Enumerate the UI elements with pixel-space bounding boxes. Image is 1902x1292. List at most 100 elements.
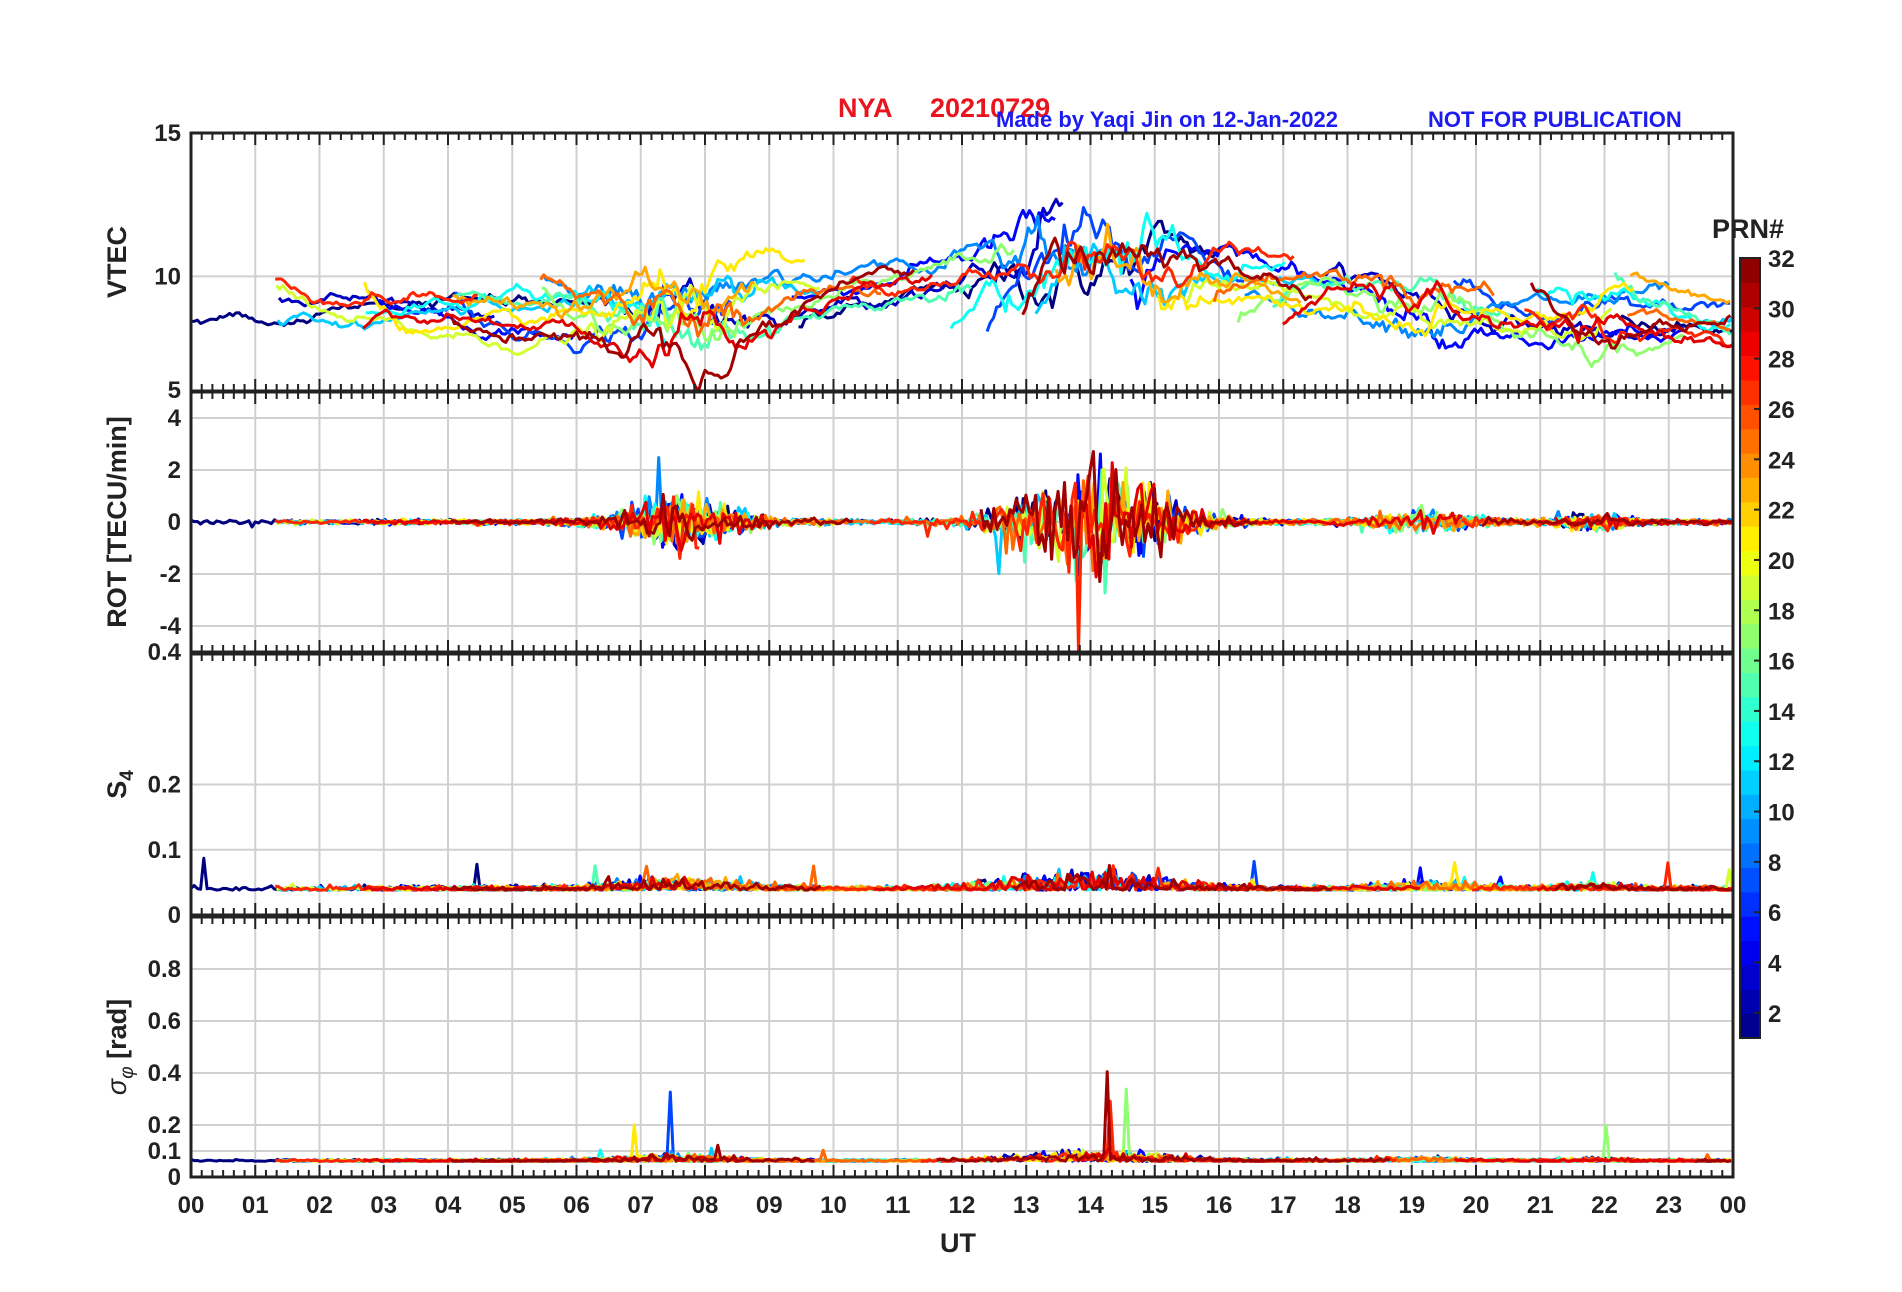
panel-rot: -4 -2 0 2 45 ROT [TECU/min] bbox=[102, 377, 1735, 654]
colorbar-swatch bbox=[1740, 428, 1760, 454]
series-line-prn-27 bbox=[274, 495, 700, 560]
series-line-prn-31 bbox=[1554, 882, 1732, 892]
series-line-prn-23 bbox=[1629, 271, 1731, 305]
series-line-prn-27 bbox=[275, 277, 478, 308]
series-line-prn-17 bbox=[541, 242, 1016, 342]
x-axis-label: UT bbox=[940, 1228, 976, 1258]
series-line-prn-31 bbox=[979, 450, 1258, 583]
colorbar-swatch bbox=[1740, 648, 1760, 673]
y-tick-label: 0.6 bbox=[148, 1008, 181, 1035]
series-line-prn-31 bbox=[1481, 512, 1733, 528]
colorbar-tick-label: 14 bbox=[1768, 699, 1795, 726]
colorbar-swatch bbox=[1740, 574, 1760, 600]
y-tick-label: 4 bbox=[168, 405, 182, 432]
colorbar-swatch bbox=[1740, 258, 1760, 283]
series-line-prn-29 bbox=[1453, 1156, 1732, 1163]
series-line-prn-31 bbox=[1529, 282, 1732, 350]
x-tick-label: 07 bbox=[627, 1192, 654, 1219]
series-line-prn-19 bbox=[1185, 278, 1613, 342]
y-axis-label: ROT [TECU/min] bbox=[102, 416, 132, 627]
colorbar-tick-label: 4 bbox=[1768, 951, 1782, 978]
colorbar-swatch bbox=[1740, 745, 1760, 771]
y-tick-label: 0.1 bbox=[148, 1138, 181, 1165]
colorbar-swatch bbox=[1740, 843, 1760, 868]
colorbar-tick-label: 12 bbox=[1768, 749, 1795, 776]
colorbar-swatch bbox=[1740, 331, 1760, 357]
series-line-prn-31 bbox=[450, 875, 822, 892]
x-tick-label: 22 bbox=[1591, 1192, 1618, 1219]
x-tick-label: 16 bbox=[1206, 1192, 1233, 1219]
colorbar-swatch bbox=[1740, 306, 1760, 332]
x-tick-label: 06 bbox=[563, 1192, 590, 1219]
colorbar-swatch bbox=[1740, 1013, 1760, 1039]
series-line-prn-31 bbox=[1695, 1158, 1732, 1163]
series-line-prn-31 bbox=[1021, 236, 1313, 316]
panel-vtec: 10 15 VTEC bbox=[102, 120, 1735, 393]
colorbar-swatch bbox=[1740, 916, 1760, 942]
credit-text: Made by Yaqi Jin on 12-Jan-2022 bbox=[996, 107, 1338, 132]
x-tick-label: 09 bbox=[756, 1192, 783, 1219]
colorbar-swatch bbox=[1740, 379, 1760, 405]
x-tick-label: 01 bbox=[242, 1192, 269, 1219]
y-tick-label: -2 bbox=[160, 561, 181, 588]
x-tick-label: 04 bbox=[435, 1192, 462, 1219]
series-group bbox=[191, 450, 1733, 652]
colorbar-swatch bbox=[1740, 550, 1760, 576]
series-line-prn-29 bbox=[362, 273, 933, 369]
series-line-prn-11 bbox=[276, 274, 819, 331]
colorbar-tick-label: 28 bbox=[1768, 347, 1795, 374]
station-title: NYA bbox=[838, 93, 893, 123]
colorbar-tick-label: 10 bbox=[1768, 800, 1795, 827]
x-tick-label: 21 bbox=[1527, 1192, 1554, 1219]
colorbar-tick-label: 2 bbox=[1768, 1001, 1781, 1028]
colorbar-swatch bbox=[1740, 818, 1760, 844]
series-line-prn-15 bbox=[1272, 274, 1511, 317]
colorbar-tick-label: 16 bbox=[1768, 649, 1795, 676]
series-line-prn-31 bbox=[936, 1070, 1391, 1163]
colorbar-tick-label: 22 bbox=[1768, 498, 1795, 525]
colorbar-swatch bbox=[1740, 477, 1760, 503]
x-tick-label: 00 bbox=[178, 1192, 205, 1219]
colorbar-swatch bbox=[1740, 891, 1760, 917]
colorbar-tick-label: 26 bbox=[1768, 397, 1795, 424]
colorbar-swatch bbox=[1740, 940, 1760, 966]
series-line-prn-9 bbox=[541, 214, 1103, 312]
y-tick-label: 15 bbox=[154, 120, 181, 147]
x-tick-label: 15 bbox=[1141, 1192, 1168, 1219]
x-tick-label: 12 bbox=[949, 1192, 976, 1219]
y-tick-label: 0 bbox=[168, 509, 181, 536]
colorbar-tick-label: 8 bbox=[1768, 850, 1781, 877]
x-tick-label: 02 bbox=[306, 1192, 333, 1219]
colorbar-swatch bbox=[1740, 964, 1760, 990]
series-line-prn-13 bbox=[949, 211, 1287, 330]
colorbar-swatch bbox=[1740, 355, 1760, 381]
colorbar-swatch bbox=[1740, 501, 1760, 527]
colorbar-swatch bbox=[1740, 769, 1760, 795]
y-tick-label: 0 bbox=[168, 1164, 181, 1191]
series-line-prn-31 bbox=[450, 492, 854, 542]
series-line-prn-17 bbox=[1601, 1123, 1732, 1163]
x-tick-labels: 00 01 02 03 04 05 06 07 08 09 10 11 12 13 14 15 16 17 18 19… bbox=[178, 1192, 1747, 1219]
colorbar-swatch bbox=[1740, 623, 1760, 649]
y-tick-label: 0.1 bbox=[148, 837, 181, 864]
y-tick-label: 10 bbox=[154, 263, 181, 290]
colorbar-swatch bbox=[1740, 989, 1760, 1015]
colorbar-tick-label: 24 bbox=[1768, 447, 1795, 474]
colorbar-swatch bbox=[1740, 453, 1760, 478]
panel-s4: 0 0.1 0.2 0.4 S4 bbox=[102, 639, 1735, 929]
series-line-prn-27 bbox=[849, 240, 1295, 298]
y-tick-label: 0.4 bbox=[148, 1060, 182, 1087]
notice-text: NOT FOR PUBLICATION bbox=[1428, 107, 1682, 132]
y-tick-label: 0.2 bbox=[148, 1112, 181, 1139]
x-tick-label: 08 bbox=[692, 1192, 719, 1219]
x-tick-label: 20 bbox=[1463, 1192, 1490, 1219]
series-line-prn-29 bbox=[1282, 280, 1733, 349]
x-tick-label: 11 bbox=[885, 1192, 910, 1219]
x-tick-label: 19 bbox=[1398, 1192, 1425, 1219]
colorbar-swatch bbox=[1740, 282, 1760, 308]
x-tick-label: 00 bbox=[1720, 1192, 1747, 1219]
x-tick-label: 17 bbox=[1270, 1192, 1297, 1219]
y-axis-label: σφ [rad] bbox=[102, 999, 138, 1095]
